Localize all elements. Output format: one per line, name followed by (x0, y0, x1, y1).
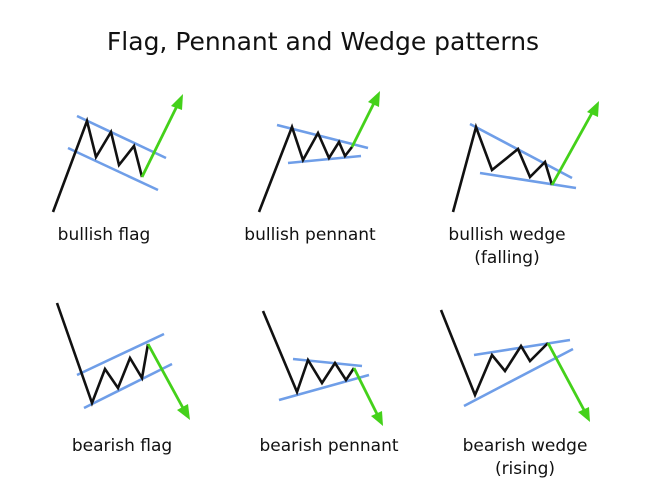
pattern-bearish-flag: bearish flag (55, 302, 190, 456)
arrowhead-icon (578, 407, 590, 422)
pattern-caption: bullish pennant (244, 225, 376, 245)
lower-trend-line (67, 146, 159, 192)
pattern-bullish-pennant: bullish pennant (244, 91, 380, 245)
price-line (451, 122, 554, 213)
price-line (257, 123, 354, 213)
breakout-arrow (546, 342, 586, 411)
price-line (55, 302, 150, 407)
breakout-arrow (140, 105, 179, 178)
upper-trend-line (292, 357, 363, 368)
lower-trend-line (278, 373, 370, 402)
arrowhead-icon (171, 94, 183, 110)
pattern-caption: bearish flag (72, 436, 172, 456)
pattern-caption-line2: (falling) (474, 248, 539, 268)
pattern-caption-line1: bearish wedge (463, 436, 588, 456)
pattern-bullish-wedge: bullish wedge (falling) (448, 101, 599, 268)
arrowhead-icon (368, 91, 380, 107)
arrowhead-icon (371, 411, 383, 426)
breakout-arrow (550, 112, 594, 186)
pattern-caption-line2: (rising) (495, 459, 555, 479)
lower-trend-line (83, 362, 173, 410)
breakout-arrow (350, 102, 376, 148)
pattern-caption: bearish pennant (259, 436, 398, 456)
arrowhead-icon (587, 101, 599, 117)
breakout-arrow (352, 367, 379, 415)
price-line (439, 309, 549, 399)
pattern-caption-line1: bullish wedge (448, 225, 565, 245)
arrowhead-icon (177, 404, 190, 420)
upper-trend-line (76, 114, 167, 160)
breakout-arrow (146, 343, 185, 409)
pattern-bearish-pennant: bearish pennant (259, 310, 399, 456)
pattern-bearish-wedge: bearish wedge (rising) (439, 309, 590, 479)
lower-trend-line (287, 154, 362, 165)
price-line (261, 310, 356, 396)
pattern-caption: bullish flag (58, 225, 151, 245)
upper-trend-line (76, 332, 165, 377)
pattern-bullish-flag: bullish flag (51, 94, 183, 245)
lower-trend-line (479, 171, 577, 190)
page-title: Flag, Pennant and Wedge patterns (107, 27, 539, 56)
upper-trend-line (469, 122, 573, 180)
price-line (51, 116, 144, 213)
